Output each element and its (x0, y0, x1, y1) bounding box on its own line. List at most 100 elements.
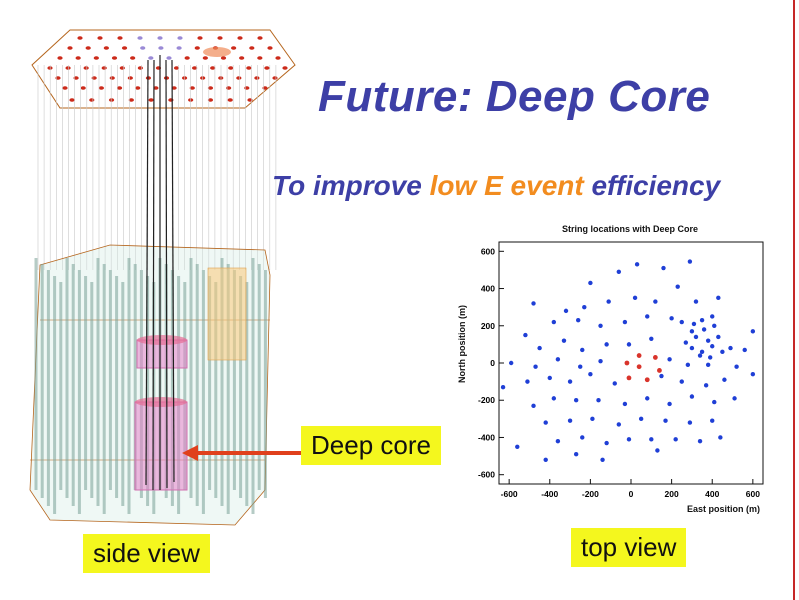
dom-column (139, 270, 143, 498)
y-tick-label: -400 (478, 432, 495, 442)
surface-station-dot (282, 66, 288, 70)
surface-station-dot (236, 76, 242, 80)
string-location-point (598, 358, 603, 364)
subtitle-highlight: low E event (429, 170, 584, 201)
surface-station-dot (228, 66, 234, 70)
dom-column (245, 282, 249, 506)
surface-station-dot (264, 66, 270, 70)
surface-station-dot (177, 36, 183, 40)
string-location-point (718, 435, 723, 440)
surface-station-dot (173, 66, 180, 70)
string-location-point (645, 396, 650, 401)
string-location-point (555, 357, 561, 362)
string-location-point (523, 332, 528, 338)
string-location-point (750, 371, 756, 377)
dom-column (214, 282, 218, 498)
string-location-point (649, 336, 654, 341)
surface-station-dot (89, 98, 95, 102)
plot-frame (498, 241, 764, 485)
surface-station-dot (153, 86, 159, 90)
deep-core-strings (145, 55, 175, 491)
surface-station-dot (103, 46, 109, 50)
string-location-point (508, 360, 514, 366)
string-location-point (573, 398, 579, 403)
string-location-point (567, 418, 573, 423)
surface-station-dot (197, 36, 203, 40)
string-location-point (567, 379, 573, 384)
x-tick-label: -600 (501, 489, 518, 499)
surface-station-dot (184, 56, 190, 60)
string-location-point (500, 385, 506, 390)
string-location-point (693, 334, 699, 340)
string-location-point (701, 327, 707, 332)
dom-column (77, 270, 81, 514)
surface-station-dot (116, 86, 123, 90)
surface-station-dot (55, 76, 61, 80)
string-location-point (712, 399, 717, 405)
y-tick-label: 600 (481, 246, 495, 256)
string-location-point (622, 401, 628, 407)
surface-station-dot (202, 56, 208, 60)
string-location-point (551, 396, 557, 401)
surface-station-dot (137, 66, 143, 70)
surface-station-dot (91, 76, 97, 80)
dom-column (59, 282, 63, 490)
string-location-point (673, 437, 678, 442)
string-location-point (685, 362, 691, 368)
string-location-point (667, 401, 672, 407)
string-location-point (687, 259, 693, 264)
string-location-point (515, 444, 520, 449)
string-location-point (588, 371, 593, 377)
surface-station-dot (73, 76, 79, 80)
surface-station-dot (140, 46, 146, 50)
dom-column (102, 264, 106, 514)
string-location-point (551, 319, 557, 325)
x-tick-label: 400 (705, 489, 719, 499)
top-view-label: top view (571, 528, 687, 567)
surface-station-dot (109, 76, 115, 80)
surface-array-hexagon (31, 29, 296, 109)
string-location-point (588, 280, 593, 286)
string-location-point (697, 438, 703, 444)
surface-station-dot (111, 56, 118, 60)
surface-station-dot (227, 98, 233, 102)
dom-column (65, 258, 69, 498)
surface-station-dot (157, 36, 163, 40)
surface-station-dot (257, 36, 263, 40)
y-tick-label: 0 (490, 358, 495, 368)
string-location-point (649, 437, 654, 442)
slide-title: Future: Deep Core (318, 72, 711, 121)
string-location-point (742, 347, 747, 353)
surface-station-dot (97, 36, 103, 40)
dom-column (226, 264, 230, 514)
slide-right-border (793, 0, 795, 600)
dom-column (53, 276, 57, 514)
surface-station-dot (207, 86, 214, 90)
string-location-point (604, 342, 609, 347)
string-location-point (720, 349, 725, 355)
string-location-point (728, 345, 733, 351)
string-location-point (691, 321, 697, 327)
string-location-point (525, 379, 530, 384)
dom-column (232, 270, 236, 490)
string-location-point (638, 416, 644, 422)
dom-column (220, 258, 224, 506)
slide-subtitle: To improve low E event efficiency (272, 170, 720, 202)
deep-core-string-point (636, 353, 642, 358)
deep-core-string-point (624, 360, 630, 366)
string-location-point (675, 284, 680, 289)
dom-column (208, 276, 212, 490)
dom-column (127, 258, 131, 514)
string-location-point (734, 364, 739, 369)
dom-column (115, 276, 119, 498)
surface-station-dot (75, 56, 81, 60)
string-location-point (703, 383, 709, 388)
surface-station-dot (65, 66, 71, 70)
surface-station-dot (171, 86, 177, 90)
dom-column (84, 276, 88, 490)
string-location-point (600, 457, 605, 462)
surface-station-dot (189, 86, 195, 90)
deep-core-lower-cylinder (134, 401, 188, 491)
surface-station-dot (77, 36, 83, 40)
chart-title: String locations with Deep Core (562, 224, 698, 234)
